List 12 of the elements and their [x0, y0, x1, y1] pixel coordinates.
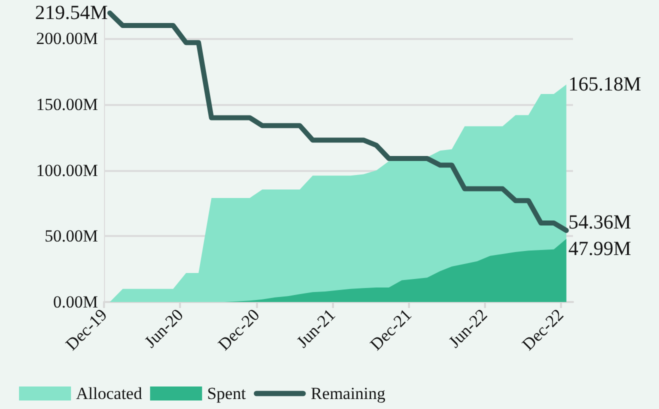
y-tick-label: 150.00M	[36, 95, 98, 114]
y-tick-label: 0.00M	[53, 292, 98, 312]
data-label: 165.18M	[568, 74, 642, 96]
data-label: 47.99M	[568, 238, 632, 260]
legend-label: Allocated	[76, 384, 143, 403]
data-label: 54.36M	[568, 211, 632, 234]
y-tick-label: 200.00M	[36, 29, 98, 48]
legend-label: Remaining	[310, 384, 386, 403]
data-label: 219.54M	[35, 2, 108, 24]
legend-label: Spent	[207, 384, 246, 403]
y-tick-label: 50.00M	[44, 226, 98, 246]
y-tick-label: 100.00M	[36, 160, 98, 180]
